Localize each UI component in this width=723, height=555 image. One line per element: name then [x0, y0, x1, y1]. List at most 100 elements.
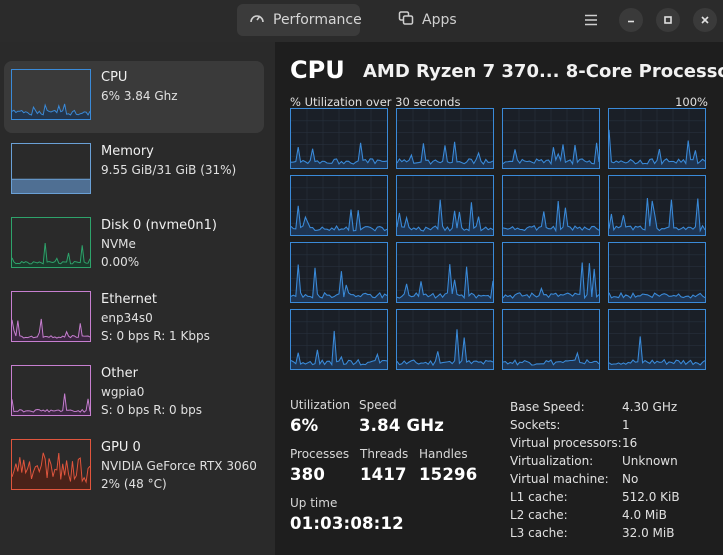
core-graph-5	[396, 175, 494, 236]
sidebar-item-detail: NVIDIA GeForce RTX 3060	[101, 459, 257, 473]
stat-threads: Threads 1417	[360, 447, 408, 484]
sidebar-item-disk[interactable]: Disk 0 (nvme0n1) NVMe 0.00%	[4, 209, 264, 281]
sidebar-item-ethernet-text: Ethernet enp34s0 S: 0 bps R: 1 Kbps	[101, 291, 210, 345]
minimize-icon	[628, 20, 634, 23]
sidebar-item-ethernet[interactable]: Ethernet enp34s0 S: 0 bps R: 1 Kbps	[4, 283, 264, 355]
spec-row: Base Speed: 4.30 GHz	[510, 398, 680, 416]
core-graph-11	[608, 242, 706, 303]
sidebar-item-title: Memory	[101, 144, 154, 159]
spec-value: No	[622, 472, 639, 486]
spec-value: 32.0 MiB	[622, 526, 675, 540]
sidebar-item-detail-2: 2% (48 °C)	[101, 477, 167, 491]
sidebar: CPU 6% 3.84 Ghz Memory 9.55 GiB/31 GiB (31%…	[0, 42, 275, 555]
sidebar-item-cpu-text: CPU 6% 3.84 Ghz	[101, 69, 178, 105]
tab-apps-label: Apps	[422, 12, 457, 28]
stat-uptime-value: 01:03:08:12	[290, 514, 404, 533]
stat-speed-value: 3.84 GHz	[359, 416, 445, 435]
sidebar-item-detail: 9.55 GiB/31 GiB (31%)	[101, 163, 237, 177]
sidebar-item-other[interactable]: Other wgpia0 S: 0 bps R: 0 bps	[4, 357, 264, 429]
menu-icon	[585, 14, 597, 26]
spec-key: Base Speed:	[510, 400, 585, 414]
spec-value: 4.30 GHz	[622, 400, 678, 414]
tab-apps[interactable]: Apps	[386, 4, 466, 36]
spec-key: L1 cache:	[510, 490, 568, 504]
menu-button[interactable]	[580, 9, 602, 31]
spec-key: Sockets:	[510, 418, 561, 432]
tab-performance-label: Performance	[273, 12, 362, 28]
stat-threads-value: 1417	[360, 465, 407, 484]
spec-key: L2 cache:	[510, 508, 568, 522]
sidebar-item-title: GPU 0	[101, 440, 141, 455]
main-panel: CPU AMD Ryzen 7 370... 8-Core Processor …	[276, 42, 723, 555]
sidebar-item-title: Disk 0 (nvme0n1)	[101, 218, 217, 233]
sidebar-item-gpu-graph	[11, 439, 91, 490]
spec-row: L2 cache: 4.0 MiB	[510, 506, 680, 524]
gauge-icon	[249, 10, 265, 30]
minimize-button[interactable]	[619, 8, 643, 32]
cpu-specs: Base Speed: 4.30 GHz Sockets: 1 Virtual proc…	[510, 398, 680, 542]
sidebar-header	[0, 0, 275, 42]
utilization-graph-label: % Utilization over 30 seconds	[290, 95, 461, 109]
core-graph-3	[608, 108, 706, 169]
stat-utilization-label: Utilization	[290, 398, 351, 412]
maximize-button[interactable]	[656, 8, 680, 32]
utilization-graph-max: 100%	[675, 95, 708, 109]
sidebar-item-memory-graph	[11, 143, 91, 194]
spec-value: Unknown	[622, 454, 678, 468]
tab-performance[interactable]: Performance	[237, 4, 362, 36]
core-graph-10	[502, 242, 600, 303]
stat-threads-label: Threads	[360, 447, 409, 461]
sidebar-item-detail: NVMe	[101, 237, 136, 251]
core-graphs-grid	[290, 108, 708, 370]
spec-value: 512.0 KiB	[622, 490, 680, 504]
spec-row: Virtualization: Unknown	[510, 452, 680, 470]
stat-processes-label: Processes	[290, 447, 350, 461]
spec-row: L1 cache: 512.0 KiB	[510, 488, 680, 506]
sidebar-item-title: CPU	[101, 70, 128, 85]
stat-handles-label: Handles	[419, 447, 468, 461]
core-graph-4	[290, 175, 388, 236]
spec-value: 1	[622, 418, 630, 432]
stat-handles-value: 15296	[419, 465, 478, 484]
stat-utilization-value: 6%	[290, 416, 319, 435]
sidebar-item-detail: wgpia0	[101, 385, 145, 399]
cpu-model: AMD Ryzen 7 370... 8-Core Processor	[363, 61, 723, 82]
apps-icon	[398, 10, 414, 30]
close-button[interactable]	[693, 8, 717, 32]
sidebar-item-other-text: Other wgpia0 S: 0 bps R: 0 bps	[101, 365, 202, 419]
spec-value: 16	[622, 436, 638, 450]
core-graph-13	[396, 309, 494, 370]
stat-handles: Handles 15296	[419, 447, 477, 484]
stat-speed: Speed 3.84 GHz	[359, 398, 444, 435]
sidebar-item-memory[interactable]: Memory 9.55 GiB/31 GiB (31%)	[4, 135, 264, 207]
spec-row: Sockets: 1	[510, 416, 680, 434]
stat-processes-value: 380	[290, 465, 326, 484]
core-graph-15	[608, 309, 706, 370]
sidebar-item-detail-2: S: 0 bps R: 0 bps	[101, 403, 202, 417]
stat-utilization: Utilization 6%	[290, 398, 350, 435]
stat-uptime-label: Up time	[290, 496, 338, 510]
page-title: CPU	[290, 56, 345, 84]
core-graph-8	[290, 242, 388, 303]
sidebar-item-detail: 6% 3.84 Ghz	[101, 89, 178, 103]
sidebar-item-gpu[interactable]: GPU 0 NVIDIA GeForce RTX 3060 2% (48 °C)	[4, 431, 264, 503]
sidebar-item-memory-text: Memory 9.55 GiB/31 GiB (31%)	[101, 143, 236, 179]
sidebar-item-title: Other	[101, 366, 138, 381]
sidebar-item-title: Ethernet	[101, 292, 157, 307]
spec-row: Virtual processors: 16	[510, 434, 680, 452]
sidebar-item-gpu-text: GPU 0 NVIDIA GeForce RTX 3060 2% (48 °C)	[101, 439, 257, 493]
core-graph-7	[608, 175, 706, 236]
spec-key: Virtual machine:	[510, 472, 609, 486]
stat-processes: Processes 380	[290, 447, 349, 484]
sidebar-item-cpu[interactable]: CPU 6% 3.84 Ghz	[4, 61, 264, 133]
sidebar-item-detail-2: 0.00%	[101, 255, 140, 269]
spec-row: L3 cache: 32.0 MiB	[510, 524, 680, 542]
sidebar-item-disk-text: Disk 0 (nvme0n1) NVMe 0.00%	[101, 217, 217, 271]
spec-key: L3 cache:	[510, 526, 568, 540]
sidebar-item-cpu-graph	[11, 69, 91, 120]
sidebar-item-ethernet-graph	[11, 291, 91, 342]
spec-value: 4.0 MiB	[622, 508, 667, 522]
sidebar-item-disk-graph	[11, 217, 91, 268]
core-graph-9	[396, 242, 494, 303]
spec-key: Virtual processors:	[510, 436, 622, 450]
